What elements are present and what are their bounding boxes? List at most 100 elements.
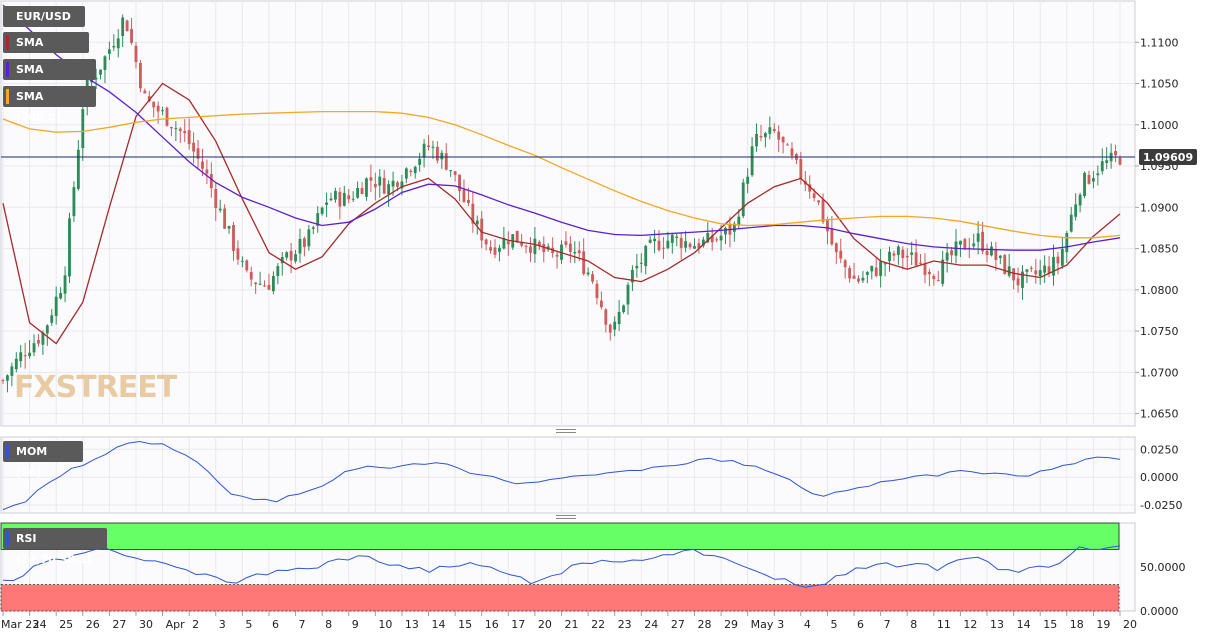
candle-body (1096, 173, 1100, 176)
legend-swatch (6, 444, 9, 459)
candle-body (905, 255, 909, 258)
rsi-oversold-zone (0, 584, 1120, 612)
x-tick-label: 10 (378, 618, 392, 631)
candle-body (45, 325, 49, 334)
candle-body (14, 358, 18, 370)
candle-body (1021, 271, 1024, 288)
candle-body (985, 250, 989, 256)
pane-resize-handle-2[interactable] (556, 515, 576, 516)
x-tick-label: 8 (910, 618, 917, 631)
legend-swatch (6, 62, 9, 77)
legend-swatch (6, 35, 9, 50)
last-price-label: 1.09609 (1143, 151, 1193, 164)
candle-body (1034, 270, 1038, 275)
x-tick-label: 17 (511, 618, 525, 631)
y-tick-label: 1.0700 (1140, 366, 1179, 379)
candle-body (533, 238, 537, 255)
candle-body (821, 199, 825, 222)
candle-body (635, 265, 639, 269)
candle-body (112, 45, 116, 48)
candle-body (812, 193, 816, 199)
pane-resize-handle-2[interactable] (556, 518, 576, 519)
candle-body (599, 300, 603, 308)
y-tick-label: 1.0900 (1140, 201, 1179, 214)
candle-body (227, 226, 231, 229)
candle-body (37, 339, 40, 344)
pane-resize-handle-1[interactable] (556, 429, 576, 430)
candle-body (107, 49, 111, 54)
candle-body (223, 208, 227, 229)
candle-body (1087, 174, 1091, 184)
candle-body (232, 225, 235, 251)
candle-body (901, 249, 905, 258)
candle-body (493, 247, 497, 255)
candle-body (506, 241, 510, 245)
candle-body (1078, 194, 1082, 206)
candle-body (356, 187, 360, 198)
candle-body (387, 184, 391, 195)
candle-body (475, 220, 479, 225)
x-tick-label: 19 (1096, 618, 1110, 631)
legend-sma-20[interactable]: SMA (20,0) (3, 32, 89, 70)
candle-body (626, 284, 630, 305)
candle-body (50, 315, 54, 323)
candle-body (826, 220, 829, 232)
candle-body (888, 251, 891, 262)
candle-body (1, 380, 5, 382)
candle-body (76, 149, 80, 189)
legend-mom[interactable]: MOM (20) (3, 441, 83, 479)
legend-swatch (6, 531, 9, 546)
candle-body (777, 131, 781, 140)
candle-body (334, 190, 337, 200)
candle-body (994, 249, 998, 260)
candle-body (1114, 151, 1117, 156)
candle-body (631, 269, 634, 283)
legend-sma-200[interactable]: SMA (200,0) (3, 86, 96, 124)
y-tick-label: 1.1000 (1140, 119, 1179, 132)
legend-rsi[interactable]: RSI (14,70,30,1) (3, 528, 107, 566)
candle-body (586, 272, 590, 275)
mom-y-tick-label: -0.0250 (1140, 499, 1182, 512)
candle-body (54, 296, 58, 316)
candle-body (666, 240, 670, 249)
candle-body (41, 332, 45, 345)
candle-body (972, 243, 976, 247)
y-tick-label: 1.1050 (1140, 78, 1179, 91)
candle-body (981, 231, 985, 252)
candle-body (218, 208, 222, 211)
x-tick-label: 14 (1017, 618, 1031, 631)
x-tick-label: 2 (192, 618, 199, 631)
candle-body (834, 243, 838, 253)
candle-body (662, 247, 665, 249)
candle-body (741, 182, 745, 217)
candle-body (245, 260, 249, 271)
legend-swatch (6, 89, 9, 104)
candle-body (684, 241, 688, 248)
candle-body (63, 275, 67, 294)
candle-body (750, 146, 754, 176)
candle-body (790, 148, 794, 156)
candle-body (701, 239, 705, 246)
candle-body (369, 177, 373, 181)
legend-symbol[interactable]: EUR/USD (3, 6, 85, 27)
candle-body (276, 266, 280, 277)
candle-body (409, 170, 413, 173)
candle-body (418, 158, 422, 165)
candle-body (852, 275, 856, 279)
candle-body (861, 277, 865, 281)
pane-resize-handle-1[interactable] (556, 432, 576, 433)
x-tick-label: 15 (458, 618, 472, 631)
x-tick-label: 26 (86, 618, 100, 631)
candle-body (839, 250, 843, 259)
x-tick-label: 21 (565, 618, 579, 631)
candle-body (617, 311, 621, 325)
x-tick-label: 6 (272, 618, 279, 631)
candle-body (950, 250, 953, 256)
legend-sma-100[interactable]: SMA (100,0) (3, 59, 96, 97)
x-tick-label: 16 (485, 618, 499, 631)
mom-y-tick-label: 0.0250 (1140, 443, 1179, 456)
candle-body (484, 239, 488, 245)
fxstreet-watermark: FXSTREET (14, 370, 177, 405)
